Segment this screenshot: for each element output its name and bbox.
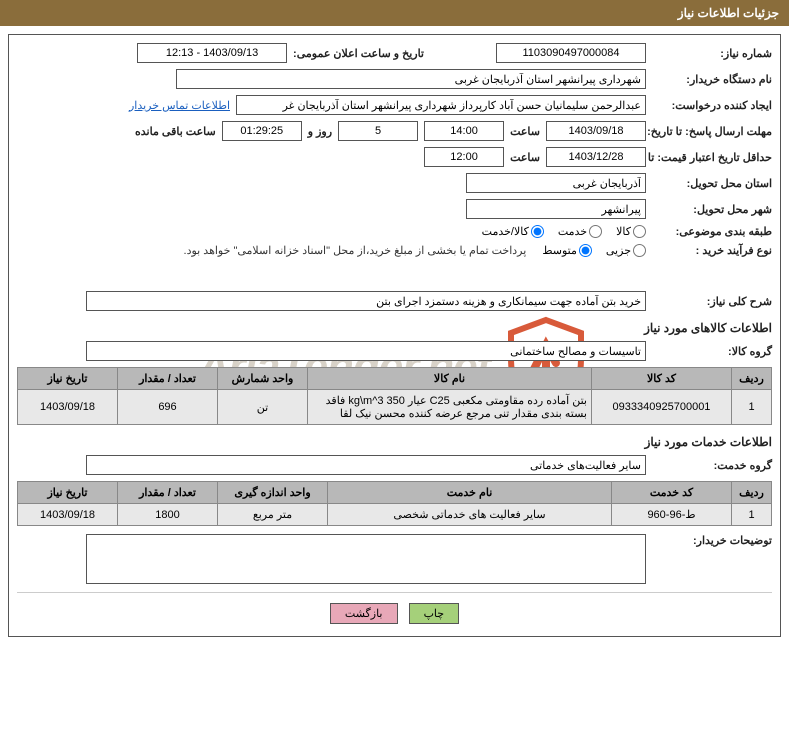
process-label: نوع فرآیند خرید : <box>652 244 772 257</box>
cat-service-radio[interactable] <box>589 225 602 238</box>
overall-desc-label: شرح کلی نیاز: <box>652 295 772 308</box>
cat-service-label: خدمت <box>558 225 587 238</box>
need-no-label: شماره نیاز: <box>652 47 772 60</box>
city-label: شهر محل تحویل: <box>652 203 772 216</box>
button-row: چاپ بازگشت <box>17 592 772 628</box>
goods-cell-unit: تن <box>218 390 308 425</box>
goods-th-unit: واحد شمارش <box>218 368 308 390</box>
buyer-notes-textarea[interactable] <box>86 534 646 584</box>
service-table: ردیف کد خدمت نام خدمت واحد اندازه گیری ت… <box>17 481 772 526</box>
proc-medium-radio[interactable] <box>579 244 592 257</box>
goods-th-date: تاریخ نیاز <box>18 368 118 390</box>
service-th-name: نام خدمت <box>328 482 612 504</box>
goods-cell-name: بتن آماده رده مقاومتی مکعبی C25 عیار 350… <box>308 390 592 425</box>
need-no-input[interactable] <box>496 43 646 63</box>
province-label: استان محل تحویل: <box>652 177 772 190</box>
goods-cell-qty: 696 <box>118 390 218 425</box>
service-th-date: تاریخ نیاز <box>18 482 118 504</box>
page-header: جزئیات اطلاعات نیاز <box>0 0 789 26</box>
proc-partial-radio[interactable] <box>633 244 646 257</box>
cat-goods-radio[interactable] <box>633 225 646 238</box>
remaining-label: ساعت باقی مانده <box>135 125 216 138</box>
time-label-2: ساعت <box>510 151 540 164</box>
cat-both-radio[interactable] <box>531 225 544 238</box>
goods-section-title: اطلاعات کالاهای مورد نیاز <box>17 321 772 335</box>
goods-table: ردیف کد کالا نام کالا واحد شمارش تعداد /… <box>17 367 772 425</box>
goods-table-row: 1 0933340925700001 بتن آماده رده مقاومتی… <box>18 390 772 425</box>
days-input[interactable] <box>338 121 418 141</box>
cat-goods-label: کالا <box>616 225 631 238</box>
province-input[interactable] <box>466 173 646 193</box>
service-cell-date: 1403/09/18 <box>18 504 118 526</box>
buyer-notes-label: توضیحات خریدار: <box>652 534 772 547</box>
service-th-code: کد خدمت <box>612 482 732 504</box>
contact-link[interactable]: اطلاعات تماس خریدار <box>129 99 230 112</box>
goods-th-qty: تعداد / مقدار <box>118 368 218 390</box>
time-label-1: ساعت <box>510 125 540 138</box>
requester-input[interactable] <box>236 95 646 115</box>
process-radio-group: جزیی متوسط <box>532 244 646 257</box>
page-title: جزئیات اطلاعات نیاز <box>678 6 779 20</box>
goods-th-code: کد کالا <box>592 368 732 390</box>
service-th-unit: واحد اندازه گیری <box>218 482 328 504</box>
back-button[interactable]: بازگشت <box>330 603 398 624</box>
service-table-row: 1 ط-96-960 سایر فعالیت های خدماتی شخصی م… <box>18 504 772 526</box>
cat-both-label: کالا/خدمت <box>482 225 529 238</box>
proc-partial-label: جزیی <box>606 244 631 257</box>
buyer-org-input[interactable] <box>176 69 646 89</box>
service-section-title: اطلاعات خدمات مورد نیاز <box>17 435 772 449</box>
category-label: طبقه بندی موضوعی: <box>652 225 772 238</box>
proc-medium-label: متوسط <box>542 244 577 257</box>
city-input[interactable] <box>466 199 646 219</box>
announce-input[interactable] <box>137 43 287 63</box>
reply-date-input[interactable] <box>546 121 646 141</box>
print-button[interactable]: چاپ <box>409 603 460 624</box>
goods-group-label: گروه کالا: <box>652 345 772 358</box>
reply-deadline-label: مهلت ارسال پاسخ: تا تاریخ: <box>652 125 772 138</box>
requester-label: ایجاد کننده درخواست: <box>652 99 772 112</box>
service-cell-name: سایر فعالیت های خدماتی شخصی <box>328 504 612 526</box>
service-cell-row: 1 <box>732 504 772 526</box>
reply-time-input[interactable] <box>424 121 504 141</box>
price-valid-label: حداقل تاریخ اعتبار قیمت: تا تاریخ: <box>652 151 772 164</box>
days-and-label: روز و <box>308 125 332 138</box>
service-cell-code: ط-96-960 <box>612 504 732 526</box>
goods-th-row: ردیف <box>732 368 772 390</box>
service-cell-unit: متر مربع <box>218 504 328 526</box>
goods-cell-date: 1403/09/18 <box>18 390 118 425</box>
goods-cell-code: 0933340925700001 <box>592 390 732 425</box>
content-panel: AriaTender.net شماره نیاز: تاریخ و ساعت … <box>8 34 781 637</box>
service-group-label: گروه خدمت: <box>652 459 772 472</box>
price-valid-time-input[interactable] <box>424 147 504 167</box>
remaining-time-input[interactable] <box>222 121 302 141</box>
service-group-input[interactable] <box>86 455 646 475</box>
service-cell-qty: 1800 <box>118 504 218 526</box>
price-valid-date-input[interactable] <box>546 147 646 167</box>
goods-cell-row: 1 <box>732 390 772 425</box>
overall-desc-input[interactable] <box>86 291 646 311</box>
goods-th-name: نام کالا <box>308 368 592 390</box>
process-note: پرداخت تمام یا بخشی از مبلغ خرید،از محل … <box>184 244 527 257</box>
service-th-qty: تعداد / مقدار <box>118 482 218 504</box>
goods-group-input[interactable] <box>86 341 646 361</box>
category-radio-group: کالا خدمت کالا/خدمت <box>472 225 646 238</box>
buyer-org-label: نام دستگاه خریدار: <box>652 73 772 86</box>
service-th-row: ردیف <box>732 482 772 504</box>
announce-label: تاریخ و ساعت اعلان عمومی: <box>293 47 424 60</box>
